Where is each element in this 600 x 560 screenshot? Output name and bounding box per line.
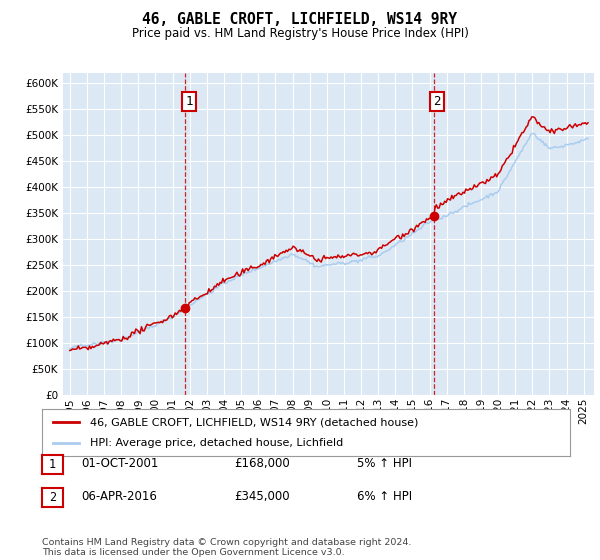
Text: Price paid vs. HM Land Registry's House Price Index (HPI): Price paid vs. HM Land Registry's House … (131, 27, 469, 40)
Text: £168,000: £168,000 (234, 457, 290, 470)
Text: 6% ↑ HPI: 6% ↑ HPI (357, 490, 412, 503)
Text: 1: 1 (185, 95, 193, 108)
Text: 1: 1 (49, 458, 56, 471)
Text: 46, GABLE CROFT, LICHFIELD, WS14 9RY: 46, GABLE CROFT, LICHFIELD, WS14 9RY (143, 12, 458, 27)
Text: 06-APR-2016: 06-APR-2016 (81, 490, 157, 503)
Text: 2: 2 (434, 95, 441, 108)
Text: Contains HM Land Registry data © Crown copyright and database right 2024.
This d: Contains HM Land Registry data © Crown c… (42, 538, 412, 557)
Text: 01-OCT-2001: 01-OCT-2001 (81, 457, 158, 470)
Text: HPI: Average price, detached house, Lichfield: HPI: Average price, detached house, Lich… (89, 438, 343, 448)
Text: 5% ↑ HPI: 5% ↑ HPI (357, 457, 412, 470)
Text: 46, GABLE CROFT, LICHFIELD, WS14 9RY (detached house): 46, GABLE CROFT, LICHFIELD, WS14 9RY (de… (89, 417, 418, 427)
Text: 2: 2 (49, 491, 56, 504)
Text: £345,000: £345,000 (234, 490, 290, 503)
